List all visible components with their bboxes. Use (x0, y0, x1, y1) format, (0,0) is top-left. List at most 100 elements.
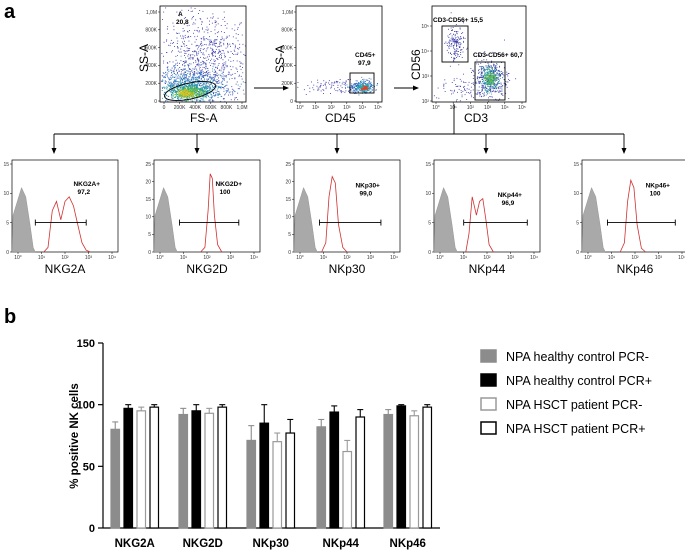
y-tick-label: 200K (145, 81, 157, 87)
y-tick-label: 15 (573, 162, 579, 168)
panel-a-label: a (4, 1, 16, 23)
x-tick-label: 10⁴ (530, 255, 538, 261)
scatter3-ylabel: CD56 (409, 49, 423, 80)
bar-nkp44-2 (329, 411, 340, 529)
x-tick-label: 10² (61, 255, 69, 261)
x-tick-label: 10³ (227, 255, 235, 261)
x-tick-label: 10¹ (38, 255, 46, 261)
y-tick-label: 10³ (422, 74, 430, 80)
scatter-plot-cd3-cd56: CD3-CD56+ 15,5 CD3-CD56+ 60,7 10² 10³ 10⁴ 1… (409, 5, 527, 125)
x-tick-label: 10⁴ (250, 255, 258, 261)
x-tick-label: 10² (467, 105, 475, 111)
x-tick-label: 10° (436, 255, 444, 261)
histogram-xlabel: NKp44 (469, 262, 506, 276)
histogram-nkg2d: NKG2D+100 0 5 10 15 20 25 10° 10¹ 10² 10³ 10⁴ NKG2D (145, 159, 261, 276)
y-tick-label: 600K (281, 45, 293, 51)
scatter3-xlabel: CD3 (464, 111, 488, 125)
y-tick-label: 5 (428, 220, 431, 226)
y-tick-label: 400K (145, 63, 157, 69)
y-tick-label: 15 (145, 197, 151, 203)
bar-y-tick-label: 150 (77, 338, 95, 350)
y-tick-label: 20 (285, 179, 291, 185)
scatter2-ylabel: SS-A (273, 45, 287, 73)
x-tick-label: 10¹ (312, 105, 320, 111)
histogram-xlabel: NKp46 (617, 262, 654, 276)
x-tick-label: 10³ (484, 105, 492, 111)
panel-b-label: b (4, 306, 16, 328)
bar-nkp30-4 (285, 432, 296, 529)
histogram-xlabel: NKG2D (186, 262, 228, 276)
x-tick-label: 10³ (367, 255, 375, 261)
y-tick-label: 5 (148, 232, 151, 238)
y-tick-label: 15 (425, 162, 431, 168)
y-tick-label: 10 (3, 191, 9, 197)
x-tick-label: 10² (483, 255, 491, 261)
x-tick-label: 10¹ (320, 255, 328, 261)
x-tick-label: 10¹ (450, 105, 458, 111)
x-tick-label: 10⁴ (678, 255, 685, 261)
bar-y-tick-label: 50 (83, 461, 95, 473)
x-tick-label: 10² (631, 255, 639, 261)
legend-label: NPA HSCT patient PCR+ (506, 422, 646, 436)
x-tick-label: 10⁵ (374, 105, 382, 111)
histogram-xlabel: NKp30 (329, 262, 366, 276)
bar-category-label: NKp30 (253, 538, 289, 550)
bar-nkg2d-4 (217, 406, 228, 529)
legend-swatch (480, 349, 497, 363)
x-tick-label: 10¹ (460, 255, 468, 261)
x-tick-label: 10⁴ (390, 255, 398, 261)
y-tick-label: 0 (290, 99, 293, 105)
y-tick-label: 25 (285, 162, 291, 168)
x-tick-label: 0 (163, 105, 166, 111)
x-tick-label: 10³ (343, 105, 351, 111)
bar-nkg2d-1 (178, 413, 189, 529)
y-tick-label: 10 (285, 215, 291, 221)
histogram-gate-name: NKp46+ (646, 183, 671, 190)
histogram-gate-value: 97,2 (77, 189, 90, 196)
x-tick-label: 10° (432, 105, 440, 111)
bar-nkp46-2 (396, 405, 407, 529)
bar-nkg2a-1 (110, 428, 121, 529)
bar-category-label: NKp44 (323, 538, 360, 550)
y-tick-label: 5 (288, 232, 291, 238)
bar-nkp30-1 (246, 439, 257, 529)
legend-label: NPA healthy control PCR- (506, 350, 649, 364)
bar-ylabel: % positive NK cells (69, 383, 81, 488)
bar-nkp46-4 (422, 406, 433, 529)
x-tick-label: 10° (296, 255, 304, 261)
x-tick-label: 10° (14, 255, 22, 261)
x-tick-label: 10² (328, 105, 336, 111)
x-tick-label: 10° (296, 105, 304, 111)
histogram-gate-value: 100 (650, 191, 661, 198)
histogram-gate-name: NKp30+ (355, 183, 380, 190)
histogram-gate-value: 96,9 (502, 200, 515, 207)
y-tick-label: 15 (3, 162, 9, 168)
x-tick-label: 10° (156, 255, 164, 261)
scatter1-gate-name: A (178, 11, 183, 18)
x-tick-label: 10² (203, 255, 211, 261)
scatter2-gate-value: 97,9 (358, 60, 371, 67)
y-tick-label: 0 (428, 250, 431, 256)
y-tick-label: 15 (285, 197, 291, 203)
legend-label: NPA healthy control PCR+ (506, 374, 652, 388)
histogram-nkg2a: NKG2A+97,2 0 5 10 15 10° 10¹ 10² 10³ 10⁴ NKG2A (3, 159, 119, 276)
y-tick-label: 5 (576, 220, 579, 226)
bar-nkg2a-4 (149, 406, 160, 529)
bar-category-label: NKG2A (115, 538, 155, 550)
histogram-nkp30: NKp30+99,0 0 5 10 15 20 25 10° 10¹ 10² 10³ 10⁴ NKp30 (285, 159, 401, 276)
branch-arrows (51, 134, 627, 154)
x-tick-label: 10° (584, 255, 592, 261)
bar-y-tick-label: 0 (89, 523, 95, 535)
x-tick-label: 200K (174, 105, 186, 111)
y-tick-label: 0 (154, 99, 157, 105)
scatter-plot-cd45-ssa: CD45+ 97,9 0 200K 400K 600K 800K 1,0M 10° 10¹ 1… (273, 5, 383, 125)
bar-nkp46-3 (409, 415, 420, 529)
histogram-gate-name: NKG2A+ (73, 181, 100, 188)
y-tick-label: 10 (145, 215, 151, 221)
scatter2-gate-name: CD45+ (355, 52, 376, 59)
y-tick-label: 10 (573, 191, 579, 197)
legend-swatch (480, 373, 497, 387)
y-tick-label: 0 (288, 250, 291, 256)
